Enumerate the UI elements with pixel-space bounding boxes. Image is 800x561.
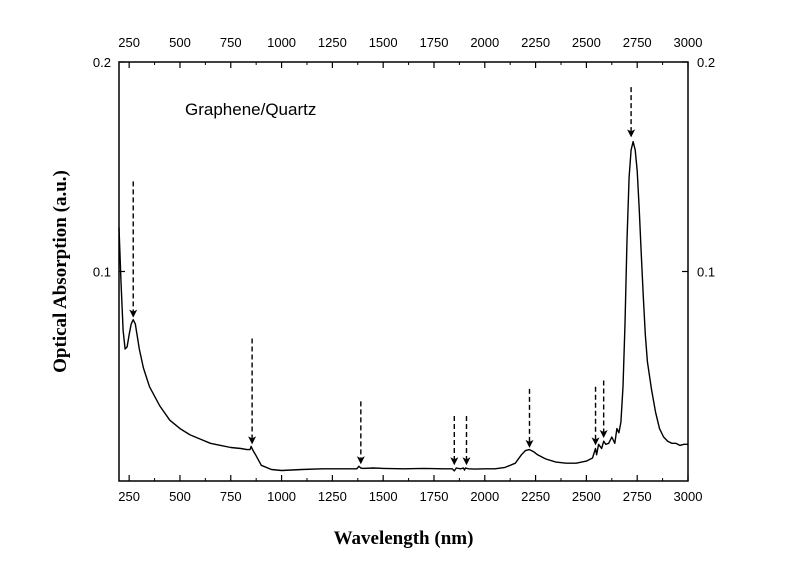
arrow-markers xyxy=(129,87,636,466)
y-tick-label-right: 0.1 xyxy=(697,265,715,280)
arrow-head xyxy=(591,437,600,446)
y-tick-label-right: 0.2 xyxy=(697,55,715,70)
arrow-marker xyxy=(591,386,600,446)
plot-area: 250 250 500 500 750 750 1000 1000 1250 1250 1500 15… xyxy=(93,35,715,504)
x-tick-label-top: 750 xyxy=(220,35,242,50)
x-tick-label-bottom: 250 xyxy=(118,489,140,504)
ticks-layer: 250 250 500 500 750 750 1000 1000 1250 1250 1500 15… xyxy=(93,35,715,504)
plot-frame xyxy=(118,61,689,482)
arrow-head xyxy=(450,457,459,466)
x-tick-label-bottom: 2500 xyxy=(572,489,601,504)
y-tick-label-left: 0.2 xyxy=(93,55,111,70)
arrow-head xyxy=(129,309,138,318)
x-tick-label-top: 1500 xyxy=(369,35,398,50)
x-tick-label-bottom: 2250 xyxy=(521,489,550,504)
x-tick-label-top: 1250 xyxy=(318,35,347,50)
arrow-marker xyxy=(462,416,471,466)
arrow-head xyxy=(462,457,471,466)
arrow-marker xyxy=(356,401,365,465)
arrow-marker xyxy=(525,388,534,448)
arrow-head xyxy=(599,430,608,439)
series-line xyxy=(118,140,688,472)
arrow-head xyxy=(525,439,534,448)
x-tick-label-top: 2500 xyxy=(572,35,601,50)
annotation-label: Graphene/Quartz xyxy=(185,100,316,119)
arrow-marker xyxy=(129,181,138,318)
x-tick-label-bottom: 1500 xyxy=(369,489,398,504)
x-tick-label-top: 1750 xyxy=(420,35,449,50)
arrow-marker xyxy=(248,338,257,445)
x-tick-label-top: 3000 xyxy=(674,35,703,50)
x-tick-label-bottom: 3000 xyxy=(674,489,703,504)
x-tick-label-bottom: 1750 xyxy=(420,489,449,504)
x-tick-label-top: 2750 xyxy=(623,35,652,50)
x-tick-label-bottom: 1000 xyxy=(267,489,296,504)
x-tick-label-bottom: 750 xyxy=(220,489,242,504)
arrow-head xyxy=(627,129,636,138)
x-tick-label-top: 250 xyxy=(118,35,140,50)
x-tick-label-bottom: 500 xyxy=(169,489,191,504)
x-tick-label-bottom: 2750 xyxy=(623,489,652,504)
x-tick-label-top: 2250 xyxy=(521,35,550,50)
arrow-marker xyxy=(450,416,459,466)
x-tick-label-top: 1000 xyxy=(267,35,296,50)
x-tick-label-bottom: 1250 xyxy=(318,489,347,504)
x-axis-title: Wavelength (nm) xyxy=(334,528,474,549)
y-axis-title: Optical Absorption (a.u.) xyxy=(50,170,71,373)
arrow-head xyxy=(248,436,257,445)
x-tick-label-bottom: 2000 xyxy=(470,489,499,504)
x-tick-label-top: 500 xyxy=(169,35,191,50)
arrow-marker xyxy=(599,380,608,439)
x-tick-label-top: 2000 xyxy=(470,35,499,50)
y-tick-label-left: 0.1 xyxy=(93,265,111,280)
arrow-head xyxy=(356,456,365,465)
arrow-marker xyxy=(627,87,636,138)
